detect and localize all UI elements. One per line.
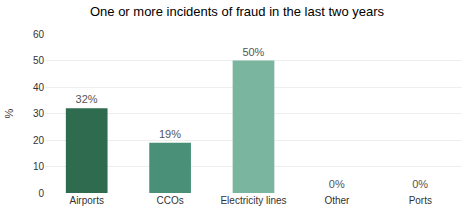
- svg-text:Airports: Airports: [69, 195, 103, 206]
- svg-text:%: %: [3, 108, 15, 118]
- svg-text:50: 50: [33, 55, 45, 66]
- svg-text:Ports: Ports: [409, 195, 432, 206]
- svg-text:10: 10: [33, 161, 45, 172]
- svg-text:0%: 0%: [329, 178, 345, 190]
- svg-text:0%: 0%: [412, 178, 428, 190]
- svg-text:60: 60: [33, 29, 45, 40]
- svg-text:0: 0: [38, 188, 44, 199]
- svg-text:50%: 50%: [242, 46, 264, 58]
- svg-text:40: 40: [33, 82, 45, 93]
- svg-text:19%: 19%: [159, 128, 181, 140]
- svg-text:One or more incidents of fraud: One or more incidents of fraud in the la…: [90, 4, 385, 19]
- svg-text:20: 20: [33, 135, 45, 146]
- svg-text:Electricity lines: Electricity lines: [220, 195, 286, 206]
- svg-text:30: 30: [33, 108, 45, 119]
- svg-text:32%: 32%: [76, 93, 98, 105]
- svg-text:Other: Other: [324, 195, 350, 206]
- svg-text:CCOs: CCOs: [156, 195, 183, 206]
